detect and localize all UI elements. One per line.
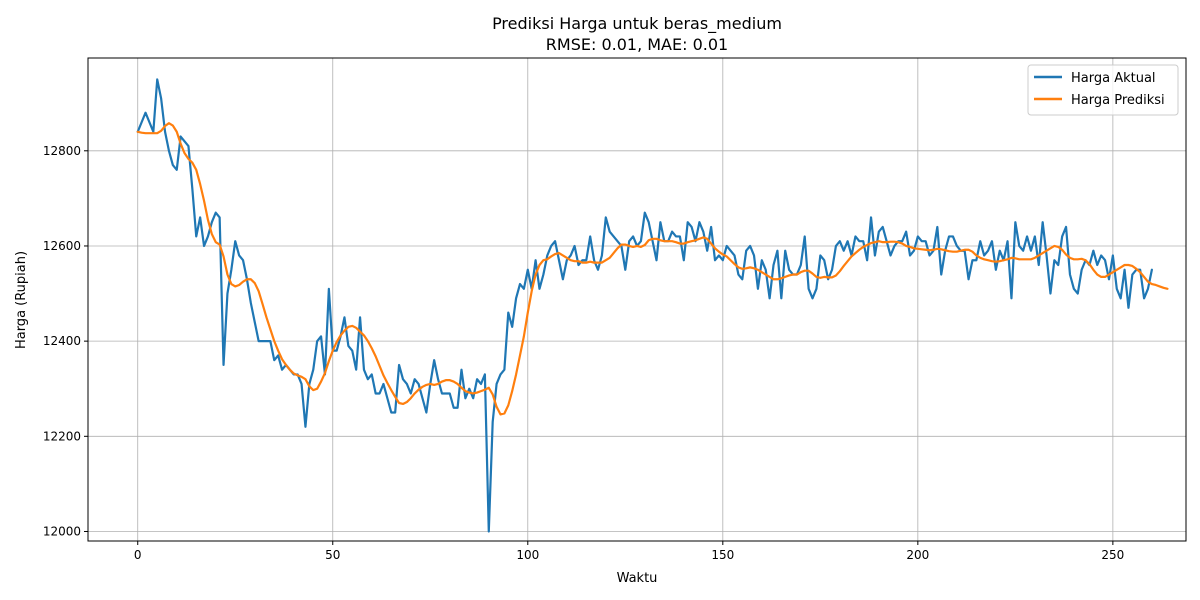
x-tick-label: 50	[325, 548, 340, 562]
grid-lines	[88, 58, 1186, 541]
x-tick-label: 0	[134, 548, 142, 562]
y-tick-label: 12600	[43, 239, 81, 253]
plot-frame	[87, 57, 1187, 542]
legend-label-prediksi: Harga Prediksi	[1071, 93, 1165, 108]
chart-subtitle: RMSE: 0.01, MAE: 0.01	[546, 35, 728, 54]
series-line-harga-aktual	[136, 78, 1153, 533]
chart-title: Prediksi Harga untuk beras_medium	[492, 14, 782, 34]
y-tick-label: 12200	[43, 429, 81, 443]
x-tick-label: 100	[516, 548, 539, 562]
y-tick-label: 12400	[43, 334, 81, 348]
x-axis-label: Waktu	[617, 571, 658, 586]
series-layer	[136, 78, 1169, 533]
x-tick-label: 200	[906, 548, 929, 562]
x-tick-label: 150	[711, 548, 734, 562]
legend: Harga Aktual Harga Prediksi	[1027, 64, 1179, 116]
y-axis-label: Harga (Rupiah)	[14, 251, 29, 349]
legend-label-aktual: Harga Aktual	[1071, 71, 1156, 86]
series-line-harga-prediksi	[136, 122, 1169, 416]
x-tick-label: 250	[1101, 548, 1124, 562]
legend-box	[1027, 64, 1179, 116]
y-tick-label: 12000	[43, 524, 81, 538]
axis-ticks: 0 50 100 150 200 250 12000 12200 12400 12600 12800	[43, 144, 1125, 562]
y-tick-label: 12800	[43, 144, 81, 158]
